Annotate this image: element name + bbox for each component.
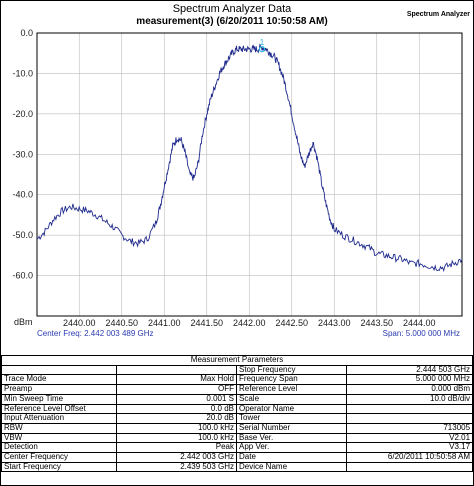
y-unit-label: dBm (14, 317, 33, 327)
x-tick-label: 2442.50 (275, 318, 308, 328)
param-name: Detection (1, 442, 117, 454)
table-row: VBW 100.0 kHz Base Ver. V2.01 (1, 432, 474, 444)
x-tick-label: 2443.00 (318, 318, 351, 328)
param-name: Tower (236, 413, 347, 424)
param-name: RBW (1, 422, 117, 434)
param-value (345, 413, 474, 424)
param-name: Trace Mode (1, 374, 117, 386)
y-tick-label: -20.0 (12, 109, 33, 119)
param-name: Base Ver. (236, 432, 347, 444)
x-tick-label: 2441.00 (148, 318, 181, 328)
table-row: Preamp OFF Reference Level 0.000 dBm (1, 384, 474, 395)
x-tick-label: 2442.00 (233, 318, 266, 328)
table-row: Min Sweep Time 0.001 S Scale 10.0 dB/div (1, 393, 474, 405)
param-value: Max Hold (116, 374, 237, 386)
param-name: Center Frequency (1, 452, 117, 463)
param-name: Input Attenuation (1, 413, 117, 424)
brand-label: Spectrum Analyzer (407, 11, 470, 18)
y-tick-label: -60.0 (12, 271, 33, 281)
param-name: Frequency Span (236, 374, 347, 386)
param-name: Reference Level Offset (1, 403, 117, 415)
y-axis: 0.0 -10.0 -20.0 -30.0 -40.0 -50.0 -60.0 (12, 28, 33, 281)
chart-title: Spectrum Analyzer Data (173, 3, 292, 15)
span-label: Span: 5.000 000 MHz (383, 329, 460, 338)
marker-label: 1 (260, 38, 265, 47)
table-row: Start Frequency 2.439 503 GHz Device Name (1, 461, 474, 473)
param-value: 20.0 dB (116, 413, 237, 424)
param-value: 2.439 503 GHz (116, 461, 237, 473)
param-value: 2.442 003 GHz (116, 452, 237, 463)
x-tick-label: 2440.00 (63, 318, 96, 328)
table-row: Input Attenuation 20.0 dB Tower (1, 413, 474, 424)
y-tick-label: 0.0 (20, 28, 33, 38)
param-value: 0.001 S (116, 393, 237, 405)
x-tick-label: 2440.50 (105, 318, 138, 328)
table-row: Center Frequency 2.442 003 GHz Date 6/20/20… (1, 452, 474, 463)
param-name: Operator Name (236, 403, 347, 415)
param-value (345, 403, 474, 415)
param-value: 0.000 dBm (345, 384, 474, 395)
x-axis: 2440.00 2440.50 2441.00 2441.50 2442.00 2442.… (63, 318, 436, 328)
param-name: Serial Number (236, 422, 347, 434)
table-row: RBW 100.0 kHz Serial Number 713005 (1, 422, 474, 434)
param-value: 0.0 dB (116, 403, 237, 415)
x-tick-label: 2443.50 (360, 318, 393, 328)
table-caption: Measurement Parameters (0, 355, 474, 366)
param-name (1, 364, 117, 376)
param-value: 100.0 kHz (116, 432, 237, 444)
center-freq-label: Center Freq: 2.442 003 489 GHz (37, 329, 154, 338)
param-name: Stop Frequency (236, 364, 347, 376)
spectrum-chart: Spectrum Analyzer Data measurement(3) (6… (12, 3, 470, 338)
table-row: Reference Level Offset 0.0 dB Operator Nam… (1, 403, 474, 415)
param-name: App Ver. (236, 442, 347, 454)
param-value: Peak (116, 442, 237, 454)
param-value: OFF (116, 384, 237, 395)
param-name: Preamp (1, 384, 117, 395)
param-name: Min Sweep Time (1, 393, 117, 405)
y-tick-label: -50.0 (12, 230, 33, 240)
y-tick-label: -10.0 (12, 68, 33, 78)
x-tick-label: 2444.00 (403, 318, 436, 328)
param-name: Date (236, 452, 347, 463)
param-value (116, 364, 237, 376)
param-name: Device Name (236, 461, 347, 473)
marker-point[interactable] (258, 46, 266, 53)
param-name: Scale (236, 393, 347, 405)
x-tick-label: 2441.50 (190, 318, 223, 328)
y-tick-label: -30.0 (12, 149, 33, 159)
param-name: Reference Level (236, 384, 347, 395)
series-line (36, 43, 463, 273)
plot-area (36, 32, 463, 317)
param-value: V3.17 (345, 442, 474, 454)
table-row: Trace Mode Max Hold Frequency Span 5.000 00… (1, 374, 474, 386)
marker-1[interactable]: 1 (258, 38, 266, 53)
chart-subtitle: measurement(3) (6/20/2011 10:50:58 AM) (136, 16, 327, 27)
param-name: VBW (1, 432, 117, 444)
param-value: 2.444 503 GHz (345, 364, 474, 376)
param-value: 5.000 000 MHz (345, 374, 474, 386)
param-value: 100.0 kHz (116, 422, 237, 434)
param-value (345, 461, 474, 473)
table-row: Stop Frequency 2.444 503 GHz (1, 364, 474, 376)
param-value: V2.01 (345, 432, 474, 444)
param-value: 6/20/2011 10:50:58 AM (345, 452, 474, 463)
param-value: 713005 (345, 422, 474, 434)
param-value: 10.0 dB/div (345, 393, 474, 405)
y-tick-label: -40.0 (12, 190, 33, 200)
grid (37, 32, 462, 316)
measurement-parameters-table: Measurement Parameters Stop Frequency 2.4… (0, 355, 474, 473)
table-row: Detection Peak App Ver. V3.17 (1, 442, 474, 454)
param-name: Start Frequency (1, 461, 117, 473)
